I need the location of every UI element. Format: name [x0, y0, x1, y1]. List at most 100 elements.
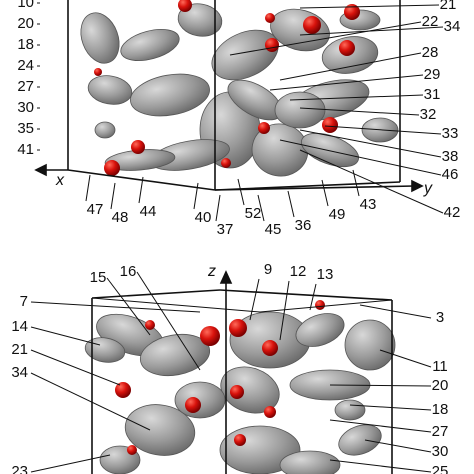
particle-label: 45 — [265, 221, 282, 238]
particle — [344, 4, 360, 20]
particle-label: 32 — [420, 106, 437, 123]
leader-line — [30, 454, 111, 473]
rendering — [80, 0, 399, 474]
particle-label: 47 — [87, 201, 104, 218]
particle-label: 43 — [360, 196, 377, 213]
leader-line — [329, 384, 432, 387]
particle-label: 23 — [11, 463, 28, 474]
rock — [174, 381, 226, 419]
particle-label: 30 — [432, 443, 449, 460]
leader-line — [30, 349, 121, 386]
particle — [230, 385, 244, 399]
rock — [274, 91, 326, 129]
particle-label: 15 — [90, 269, 107, 286]
rock — [334, 399, 366, 421]
particle-label: 44 — [140, 203, 157, 220]
rock — [220, 366, 280, 414]
rock — [295, 313, 345, 347]
particle — [115, 382, 131, 398]
leader-line — [249, 278, 260, 321]
rock — [130, 73, 210, 117]
particle — [339, 40, 355, 56]
leader-line — [287, 190, 295, 218]
particle-label: 36 — [295, 217, 312, 234]
particle-label: 52 — [245, 205, 262, 222]
particle-label: 34 — [11, 364, 28, 381]
rock — [80, 12, 120, 64]
axis-label: y — [423, 180, 433, 197]
particle-label: 38 — [442, 148, 459, 165]
leader-line — [352, 169, 360, 197]
particle-label: 46 — [442, 166, 459, 183]
particle-label: 13 — [317, 266, 334, 283]
leader-line — [324, 125, 442, 135]
particle — [322, 117, 338, 133]
rock — [279, 450, 341, 474]
leader-line — [30, 372, 151, 431]
leader-line — [349, 404, 432, 411]
particle-label: 14 — [11, 318, 28, 335]
rock — [124, 404, 196, 456]
particle-label: 37 — [217, 221, 234, 238]
particle — [178, 0, 192, 12]
leader-line — [279, 52, 422, 81]
leader-line — [30, 301, 201, 313]
particle-label: 25 — [432, 463, 449, 474]
particle-label: 20 — [17, 15, 34, 32]
leader-line — [110, 182, 116, 210]
particle-label: 18 — [17, 36, 34, 53]
particle-label: 22 — [422, 13, 439, 30]
leader-line — [138, 176, 144, 204]
particle — [258, 122, 270, 134]
particle-label: 27 — [432, 423, 449, 440]
leader-line — [257, 194, 265, 222]
particle-label: 21 — [440, 0, 457, 13]
leader-line — [329, 459, 432, 473]
leader-line — [359, 304, 432, 319]
particle-label: 40 — [195, 209, 212, 226]
particle-label: 27 — [17, 78, 34, 95]
particle-label: 20 — [432, 377, 449, 394]
particle — [229, 319, 247, 337]
particle-label: 29 — [424, 66, 441, 83]
particle — [265, 13, 275, 23]
leader-line — [299, 149, 444, 214]
rock — [301, 132, 359, 168]
leader-line — [289, 94, 424, 101]
leader-line — [364, 439, 432, 453]
particle-label: 24 — [17, 57, 34, 74]
particle-label: 35 — [17, 120, 34, 137]
particle — [264, 406, 276, 418]
rock — [120, 29, 180, 61]
particle-label: 41 — [17, 141, 34, 158]
particle-label: 21 — [11, 341, 28, 358]
particle-label: 18 — [432, 401, 449, 418]
axis-label: z — [207, 263, 216, 280]
particle-label: 11 — [432, 358, 448, 375]
leader-lines — [30, 2, 444, 473]
rock — [338, 424, 382, 456]
leader-line — [299, 107, 420, 116]
leader-line — [136, 271, 201, 371]
leader-line — [299, 4, 440, 9]
leader-line — [229, 21, 422, 56]
rock — [94, 121, 116, 139]
leader-line — [269, 74, 424, 91]
particle-label: 16 — [120, 263, 137, 280]
particle — [131, 140, 145, 154]
leader-line — [279, 139, 442, 176]
leader-line — [299, 26, 444, 36]
leader-line — [193, 182, 199, 210]
particle — [94, 68, 102, 76]
rock — [344, 319, 396, 371]
leader-line — [30, 326, 101, 346]
particle-label: 9 — [264, 261, 272, 278]
particle-label: 49 — [329, 206, 346, 223]
leader-line — [379, 349, 432, 368]
particle-label: 31 — [424, 86, 441, 103]
rock — [177, 3, 223, 37]
particle-label: 28 — [422, 44, 439, 61]
particle-label: 7 — [20, 293, 28, 310]
